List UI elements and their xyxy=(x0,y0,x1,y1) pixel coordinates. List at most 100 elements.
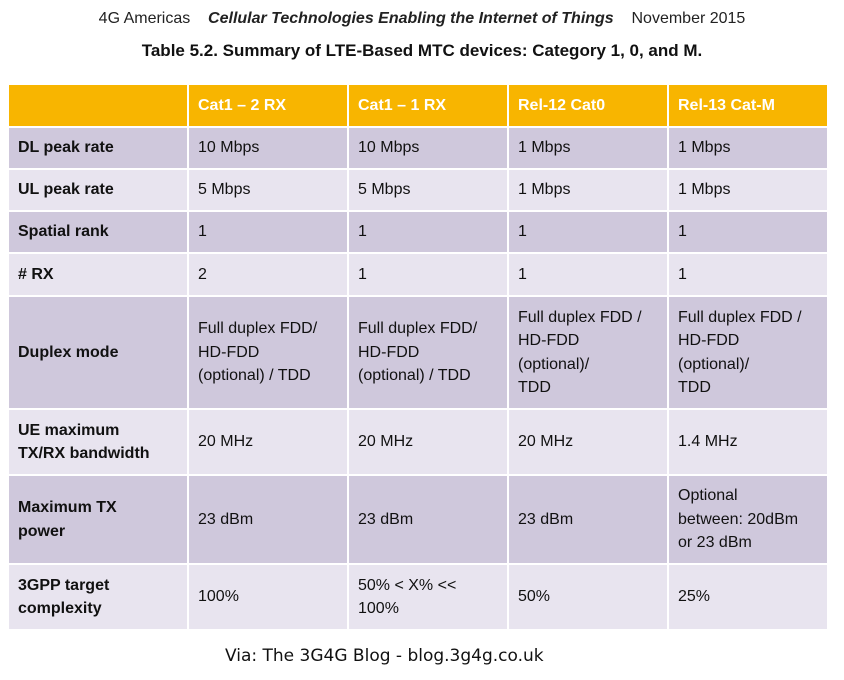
cell-line: 10 Mbps xyxy=(198,139,260,157)
cell-line: (optional) / TDD xyxy=(358,367,471,385)
table-cell: 1 xyxy=(348,211,508,253)
table-cell: 10 Mbps xyxy=(348,127,508,169)
table-cell: 5 Mbps xyxy=(348,169,508,211)
cell-line: 20 MHz xyxy=(358,433,414,451)
cell-line: HD-FDD xyxy=(358,343,420,361)
row-label: Duplex mode xyxy=(8,296,188,409)
table-cell: 20 MHz xyxy=(348,409,508,475)
cell-line: Full duplex FDD / xyxy=(518,308,642,326)
cell-line: 10 Mbps xyxy=(358,139,420,157)
header-date: November 2015 xyxy=(631,10,746,27)
table-cell: 1 xyxy=(188,211,348,253)
table-cell: 1 Mbps xyxy=(508,169,668,211)
label-line: DL peak rate xyxy=(18,139,114,157)
table-cell: 23 dBm xyxy=(508,475,668,564)
label-line: power xyxy=(18,522,66,540)
cell-line: HD-FDD xyxy=(198,343,260,361)
table-cell: 50% < X% << 100% xyxy=(348,564,508,630)
header-cell xyxy=(8,84,188,127)
header-title: Cellular Technologies Enabling the Inter… xyxy=(208,10,614,27)
cell-line: or 23 dBm xyxy=(678,534,752,552)
table-cell: 20 MHz xyxy=(188,409,348,475)
header-cell: Cat1 – 1 RX xyxy=(348,84,508,127)
table-cell: Full duplex FDD/HD-FDD (optional) / TDD xyxy=(348,296,508,409)
cell-line: 1.4 MHz xyxy=(678,433,738,451)
cell-line: (optional) / TDD xyxy=(198,367,311,385)
table-cell: Full duplex FDD / HD-FDD (optional)/ TDD xyxy=(508,296,668,409)
cell-line: Optional xyxy=(678,487,738,505)
cell-line: HD-FDD xyxy=(678,332,740,349)
cell-line: between: 20dBm xyxy=(678,510,799,528)
header-cell: Cat1 – 2 RX xyxy=(188,84,348,127)
cell-line: 2 xyxy=(198,265,207,283)
row-label: UL peak rate xyxy=(8,169,188,211)
table-cell: Full duplex FDD/HD-FDD (optional) / TDD xyxy=(188,296,348,409)
cell-line: Full duplex FDD/ xyxy=(358,320,478,338)
label-line: complexity xyxy=(18,600,102,617)
cell-line: 50% < X% << xyxy=(358,576,457,594)
cell-line: 25% xyxy=(678,588,711,606)
table-cell: 10 Mbps xyxy=(188,127,348,169)
header-cell: Rel-13 Cat-M xyxy=(668,84,828,127)
row-label: UE maximum TX/RX bandwidth xyxy=(8,409,188,475)
cell-line: 1 xyxy=(198,223,207,241)
row-label: 3GPP target complexity xyxy=(8,564,188,630)
table-cell: 1 xyxy=(348,253,508,296)
cell-line: 20 MHz xyxy=(518,433,574,451)
label-line: Maximum TX xyxy=(18,499,117,516)
cell-line: 1 xyxy=(678,265,687,283)
cell-line: 1 xyxy=(358,265,367,283)
table-cell: 1 Mbps xyxy=(508,127,668,169)
cell-line: 100% xyxy=(198,588,239,606)
table-cell: 20 MHz xyxy=(508,409,668,475)
cell-line: 20 MHz xyxy=(198,433,254,451)
label-line: TX/RX bandwidth xyxy=(18,445,150,462)
cell-line: 50% xyxy=(518,588,551,606)
table-cell: 1 Mbps xyxy=(668,169,828,211)
table-cell: 1 xyxy=(508,253,668,296)
cell-line: Full duplex FDD/ xyxy=(198,320,318,338)
cell-line: HD-FDD xyxy=(518,332,580,349)
cell-line: 23 dBm xyxy=(358,510,414,528)
cell-line: 1 xyxy=(678,223,687,241)
cell-line: Full duplex FDD / xyxy=(678,308,802,326)
table-cell: 1 xyxy=(668,211,828,253)
row-label: DL peak rate xyxy=(8,127,188,169)
cell-line: 1 Mbps xyxy=(518,181,571,199)
label-line: 3GPP target xyxy=(18,576,110,594)
table-cell: 5 Mbps xyxy=(188,169,348,211)
table-cell: 23 dBm xyxy=(188,475,348,564)
table-cell: Optional between: 20dBm or 23 dBm xyxy=(668,475,828,564)
row-label: # RX xyxy=(8,253,188,296)
cell-line: (optional)/ xyxy=(518,355,590,373)
table-cell: Full duplex FDD / HD-FDD (optional)/ TDD xyxy=(668,296,828,409)
cell-line: 100% xyxy=(358,600,399,617)
footer: Via: The 3G4G Blog - blog.3g4g.co.uk xyxy=(225,646,544,666)
cell-line: 23 dBm xyxy=(518,510,574,528)
header-cell: Rel-12 Cat0 xyxy=(508,84,668,127)
cell-line: 1 xyxy=(358,223,367,241)
label-line: # RX xyxy=(18,265,54,283)
header-org: 4G Americas xyxy=(98,10,191,27)
page-header: 4G Americas Cellular Technologies Enabli… xyxy=(0,10,844,28)
table-cell: 50% xyxy=(508,564,668,630)
label-line: UL peak rate xyxy=(18,181,114,199)
cell-line: 5 Mbps xyxy=(358,181,411,199)
label-line: Spatial rank xyxy=(18,223,109,241)
table-cell: 1 xyxy=(508,211,668,253)
table-cell: 1 Mbps xyxy=(668,127,828,169)
table-cell: 1.4 MHz xyxy=(668,409,828,475)
cell-line: 1 Mbps xyxy=(678,181,731,199)
row-label: Maximum TX power xyxy=(8,475,188,564)
label-line: Duplex mode xyxy=(18,343,119,361)
cell-line: TDD xyxy=(518,379,551,396)
table-cell: 23 dBm xyxy=(348,475,508,564)
label-line: UE maximum xyxy=(18,421,120,439)
row-label: Spatial rank xyxy=(8,211,188,253)
cell-line: 23 dBm xyxy=(198,510,254,528)
cell-line: (optional)/ xyxy=(678,355,750,373)
cell-line: 1 Mbps xyxy=(518,139,571,157)
cell-line: 1 Mbps xyxy=(678,139,731,157)
table-cell: 100% xyxy=(188,564,348,630)
